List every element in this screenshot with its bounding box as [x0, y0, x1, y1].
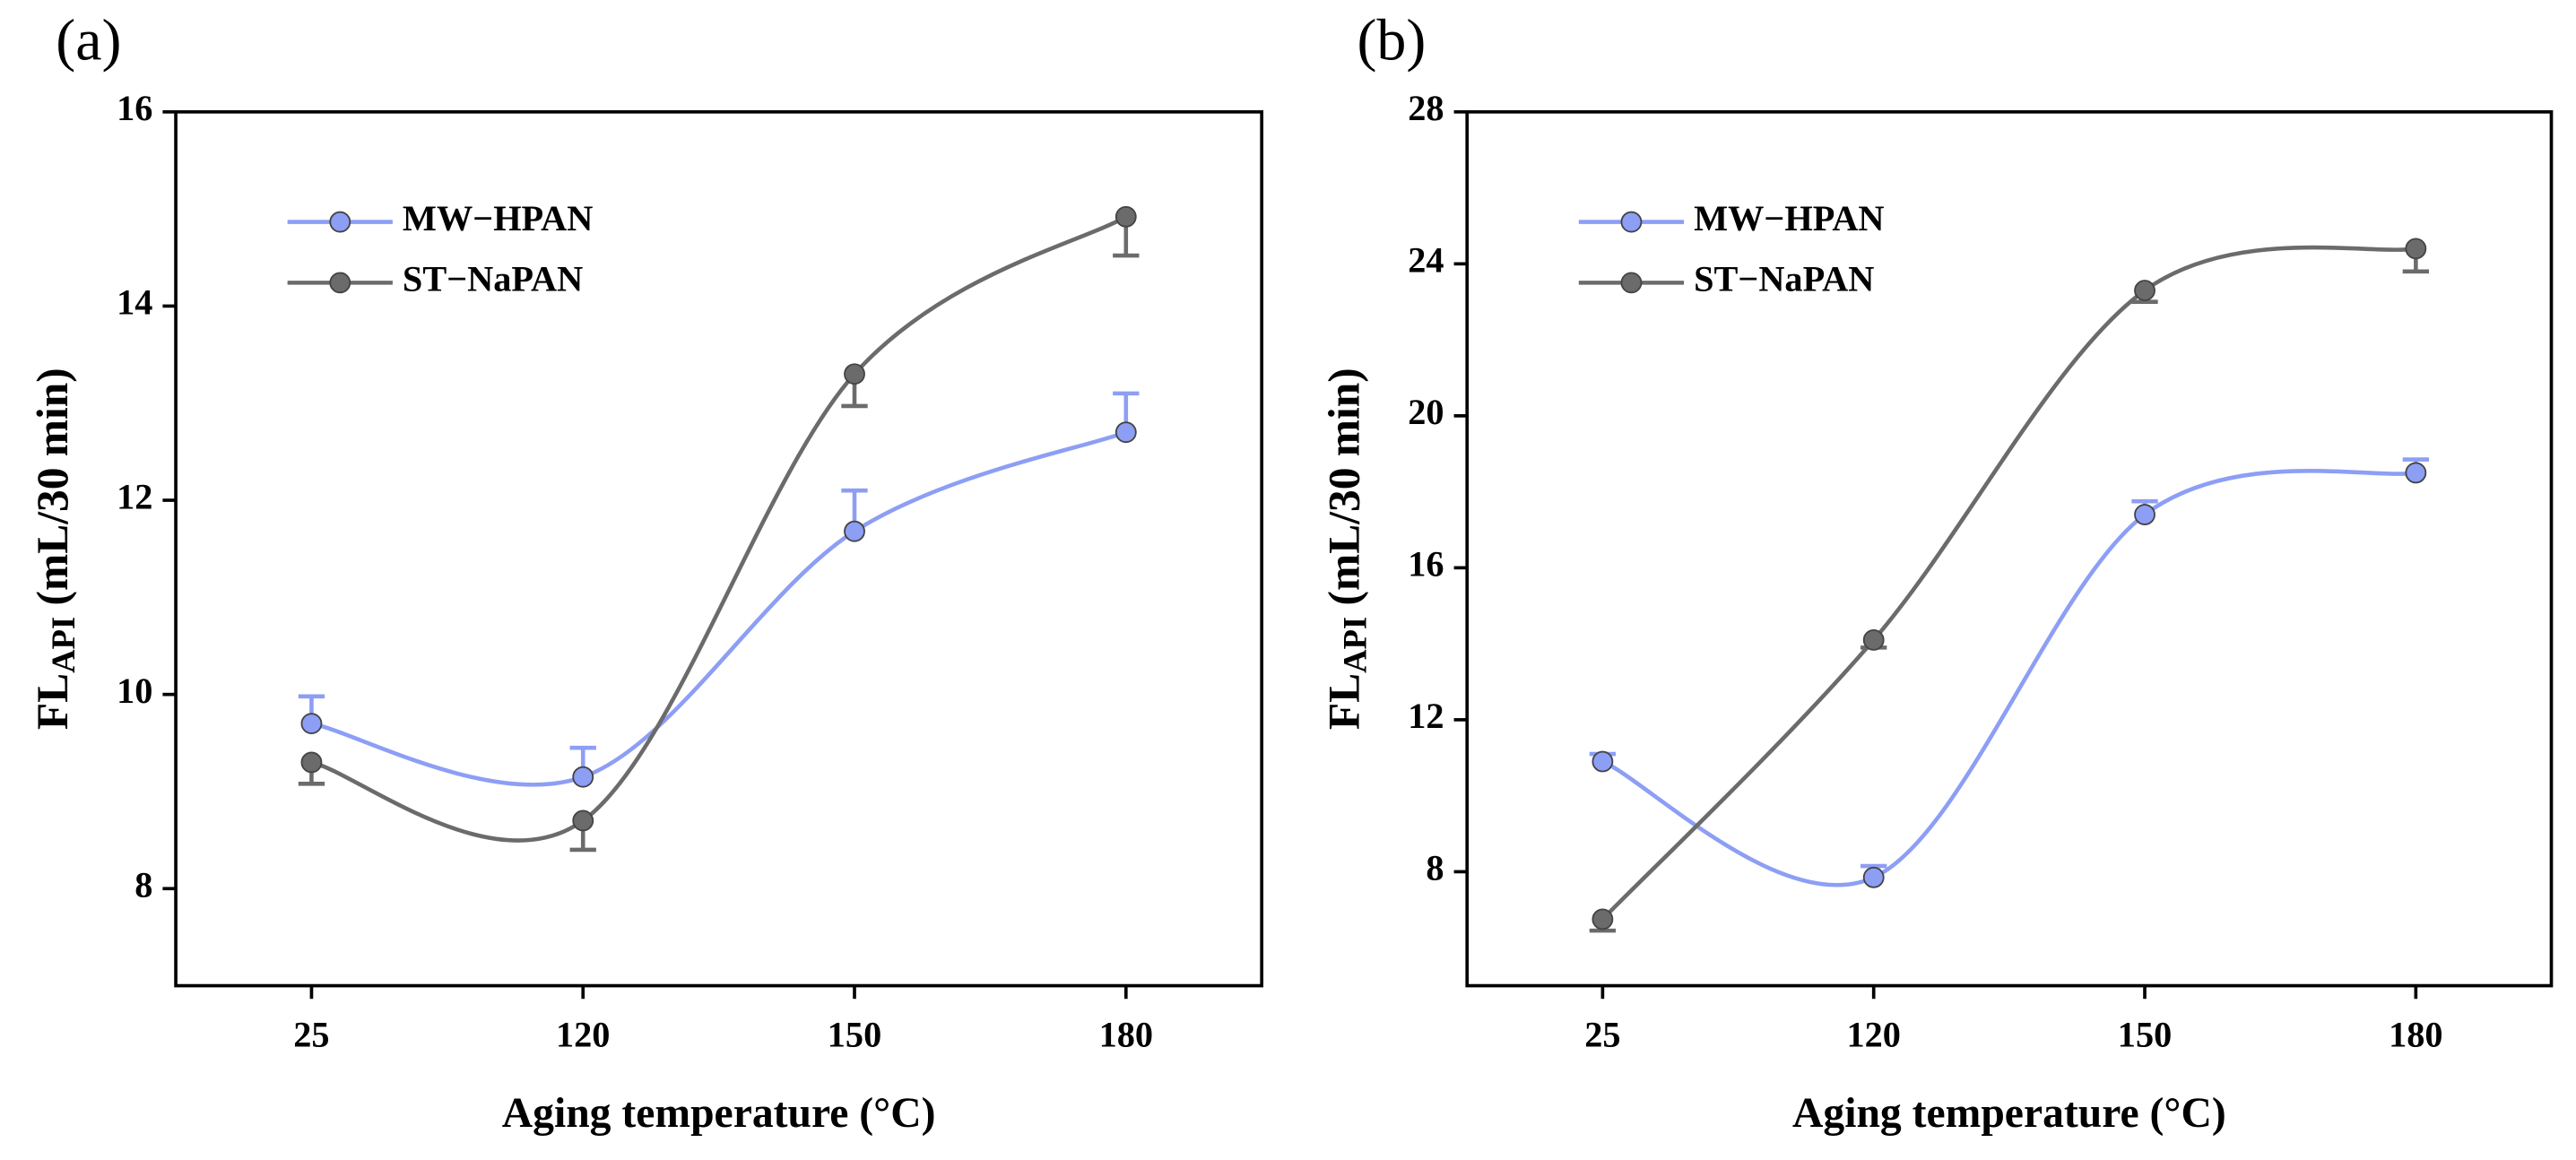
legend-label: ST−NaPAN	[1694, 259, 1874, 299]
data-point	[572, 766, 594, 788]
x-tick-label: 120	[1846, 1014, 1900, 1054]
y-axis-label: FLAPI (mL/30 min)	[28, 368, 82, 730]
x-tick-label: 180	[1099, 1014, 1153, 1054]
legend-marker	[329, 272, 351, 294]
data-point	[1862, 628, 1885, 651]
legend-marker	[1620, 211, 1643, 233]
legend-label: MW−HPAN	[1694, 198, 1884, 238]
y-tick-label: 10	[117, 671, 152, 711]
x-tick-label: 25	[1584, 1014, 1620, 1054]
y-tick-label: 28	[1408, 88, 1444, 128]
series-line	[1601, 469, 2416, 887]
data-point	[1592, 908, 1614, 931]
y-tick-label: 16	[117, 88, 152, 128]
y-tick-label: 20	[1408, 392, 1444, 432]
x-tick-label: 150	[828, 1014, 881, 1054]
plot-frame	[1465, 109, 2554, 988]
y-axis-label-part: FL	[1320, 673, 1369, 730]
y-tick-label: 12	[1408, 696, 1444, 736]
y-tick-label: 8	[1426, 848, 1444, 888]
x-tick-label: 120	[556, 1014, 610, 1054]
series-line	[310, 430, 1127, 787]
data-point	[2134, 280, 2155, 301]
legend-marker	[1620, 272, 1643, 294]
x-tick-label: 25	[293, 1014, 329, 1054]
legend-marker	[329, 211, 351, 233]
y-axis-label-part: (mL/30 min)	[28, 368, 77, 617]
y-tick-label: 16	[1408, 544, 1444, 584]
y-tick-label: 14	[117, 282, 152, 323]
legend-label: MW−HPAN	[403, 198, 593, 238]
data-point	[1862, 866, 1885, 888]
panel-label: (b)	[1357, 8, 1426, 74]
data-point	[2405, 238, 2427, 260]
data-point	[2405, 462, 2427, 484]
y-tick-label: 24	[1408, 240, 1444, 281]
data-point	[1115, 421, 1137, 444]
y-axis-label-part: API	[46, 617, 82, 673]
data-point	[1592, 750, 1614, 773]
y-axis-label-part: FL	[28, 673, 77, 730]
series-line	[310, 214, 1127, 843]
y-axis-label-part: API	[1337, 617, 1374, 673]
y-axis-label-part: (mL/30 min)	[1320, 368, 1369, 617]
data-point	[300, 713, 323, 735]
y-tick-label: 8	[134, 865, 152, 905]
x-axis-label: Aging temperature (°C)	[1792, 1090, 2226, 1137]
data-point	[844, 520, 865, 542]
data-point	[300, 751, 323, 774]
x-tick-label: 180	[2389, 1014, 2442, 1054]
data-point	[572, 809, 594, 832]
panel-label: (a)	[56, 8, 121, 74]
y-axis-label: FLAPI (mL/30 min)	[1320, 368, 1374, 730]
x-tick-label: 150	[2118, 1014, 2172, 1054]
data-point	[1115, 205, 1137, 228]
plot-frame	[174, 109, 1264, 988]
series-line	[1600, 245, 2416, 921]
x-axis-label: Aging temperature (°C)	[502, 1090, 936, 1137]
data-point	[2134, 504, 2155, 525]
y-tick-label: 12	[117, 476, 152, 516]
data-point	[844, 363, 865, 385]
legend-label: ST−NaPAN	[403, 259, 583, 299]
